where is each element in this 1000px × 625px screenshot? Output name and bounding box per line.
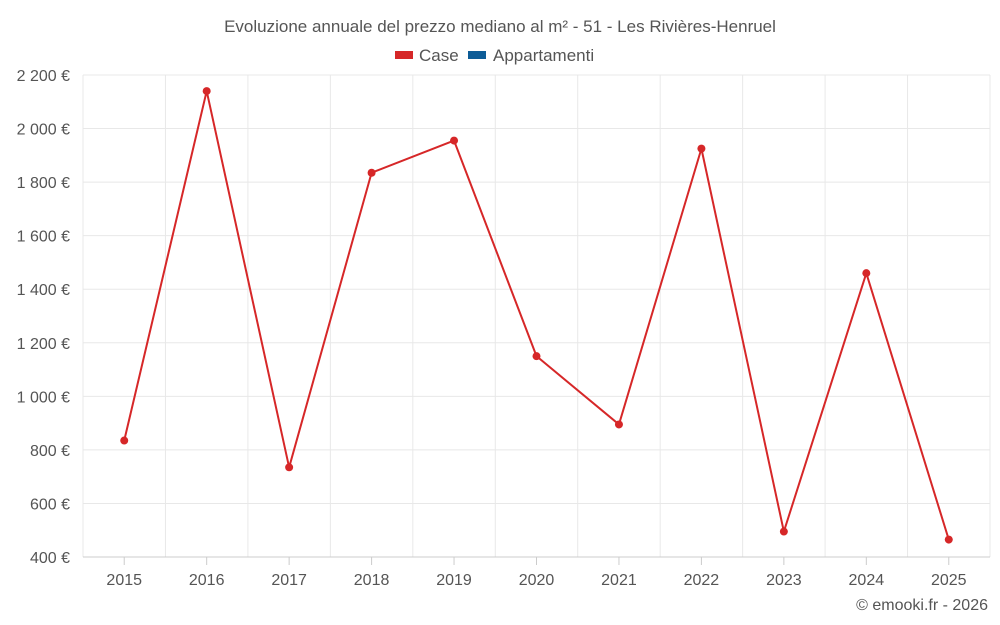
x-tick-label: 2022 xyxy=(684,572,720,589)
y-gridlines xyxy=(83,74,990,558)
legend-item-case[interactable]: Case xyxy=(395,46,459,65)
x-tick-label: 2018 xyxy=(354,572,390,589)
data-point-case-2016[interactable] xyxy=(202,87,211,96)
data-point-case-2020[interactable] xyxy=(532,352,541,361)
x-tick-label: 2015 xyxy=(106,572,142,589)
legend-label-case: Case xyxy=(419,46,459,65)
y-tick-label: 1 400 € xyxy=(17,282,70,299)
data-point-case-2024[interactable] xyxy=(862,269,871,278)
data-point-case-2015[interactable] xyxy=(120,436,129,445)
legend-item-appartamenti[interactable]: Appartamenti xyxy=(468,46,594,65)
data-point-case-2022[interactable] xyxy=(697,144,706,153)
x-tick-label: 2017 xyxy=(271,572,307,589)
credit-text: © emooki.fr - 2026 xyxy=(856,597,988,614)
chart-title: Evoluzione annuale del prezzo mediano al… xyxy=(224,17,776,36)
y-tick-label: 1 800 € xyxy=(17,175,70,192)
legend: Case Appartamenti xyxy=(395,46,594,65)
legend-swatch-case xyxy=(395,51,413,59)
y-tick-label: 1 600 € xyxy=(17,229,70,246)
y-tick-label: 400 € xyxy=(30,550,70,567)
y-tick-label: 800 € xyxy=(30,443,70,460)
y-tick-label: 2 200 € xyxy=(17,68,70,85)
data-point-case-2025[interactable] xyxy=(944,535,953,544)
x-tick-label: 2024 xyxy=(849,572,885,589)
x-tick-label: 2023 xyxy=(766,572,802,589)
legend-label-appartamenti: Appartamenti xyxy=(493,46,594,65)
data-point-case-2017[interactable] xyxy=(285,463,294,472)
x-tick-label: 2020 xyxy=(519,572,555,589)
y-tick-label: 1 200 € xyxy=(17,336,70,353)
legend-swatch-appartamenti xyxy=(468,51,486,59)
x-tick-label: 2025 xyxy=(931,572,967,589)
data-point-case-2019[interactable] xyxy=(450,136,459,145)
x-gridlines xyxy=(82,75,991,557)
series-layer xyxy=(120,87,953,544)
y-tick-label: 600 € xyxy=(30,496,70,513)
y-tick-label: 1 000 € xyxy=(17,389,70,406)
y-axis-ticks: 400 € 600 € 800 € 1 000 € 1 200 € 1 400 € 1 60… xyxy=(17,68,70,567)
data-point-case-2021[interactable] xyxy=(614,420,623,429)
data-point-case-2023[interactable] xyxy=(779,527,788,536)
x-tick-label: 2016 xyxy=(189,572,225,589)
y-tick-label: 2 000 € xyxy=(17,122,70,139)
x-tick-label: 2019 xyxy=(436,572,472,589)
x-axis-ticks: 2015 2016 2017 2018 2019 2020 2021 2022 2023 2024… xyxy=(106,557,967,589)
x-tick-label: 2021 xyxy=(601,572,637,589)
data-point-case-2018[interactable] xyxy=(367,168,376,177)
